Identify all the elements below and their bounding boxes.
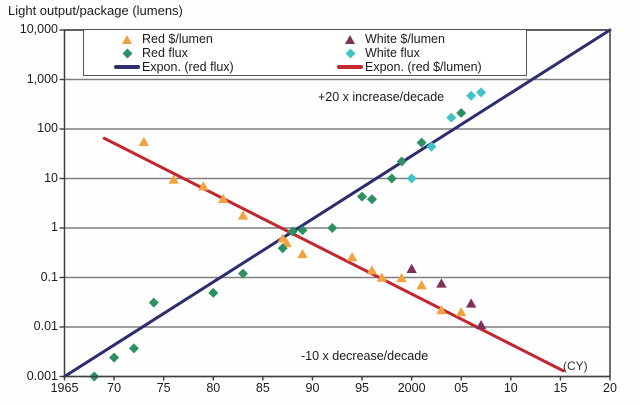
data-point-marker — [456, 307, 467, 317]
data-point-marker — [128, 343, 139, 354]
y-tick-label: 0.1 — [40, 269, 58, 284]
triangle-marker-icon — [112, 34, 142, 44]
line-marker-icon — [112, 65, 142, 69]
data-point-marker — [148, 297, 159, 308]
data-point-marker — [109, 352, 120, 363]
data-point-marker — [475, 319, 487, 330]
y-tick-label: 0.001 — [26, 368, 58, 383]
data-point-marker — [238, 268, 249, 279]
x-tick-label: 85 — [255, 381, 270, 395]
x-tick-label: 80 — [206, 381, 221, 395]
data-point-marker — [396, 272, 407, 283]
data-point-marker — [346, 251, 358, 262]
y-tick-label: 100 — [37, 121, 58, 135]
legend-label: Expon. (red $/lumen) — [365, 60, 482, 74]
y-tick-label: 1 — [51, 220, 58, 234]
y-tick-label: 0.01 — [33, 319, 58, 333]
y-tick-label: 1,000 — [26, 71, 58, 86]
x-tick-label: 90 — [305, 381, 320, 395]
data-point-marker — [138, 136, 150, 147]
data-point-marker — [386, 173, 397, 184]
data-point-marker — [198, 181, 209, 191]
data-point-marker — [217, 193, 229, 203]
data-point-marker — [436, 278, 447, 288]
data-point-marker — [476, 87, 487, 98]
legend-column-right: White $/lumen White flux Expon. (red $/l… — [335, 32, 482, 74]
data-point-marker — [297, 248, 308, 259]
data-point-marker — [436, 305, 447, 315]
data-point-marker — [406, 173, 417, 184]
data-point-marker — [168, 174, 179, 184]
data-point-marker — [396, 156, 407, 167]
data-point-marker — [406, 263, 417, 273]
legend-item-expon-red-dollar: Expon. (red $/lumen) — [335, 60, 482, 74]
x-axis-unit-label: (CY) — [563, 359, 588, 373]
x-tick-label: 20 — [603, 381, 617, 395]
data-point-marker — [277, 233, 288, 243]
trend-line — [102, 136, 565, 373]
x-tick-label: 1965 — [50, 381, 79, 395]
chart-title: Light output/package (lumens) — [8, 3, 183, 18]
legend-label: Expon. (red flux) — [142, 60, 234, 74]
legend-label: Red flux — [142, 46, 188, 60]
x-tick-label: 10 — [503, 381, 518, 395]
data-point-marker — [287, 226, 298, 237]
data-point-marker — [466, 90, 477, 101]
annotation-increase-rate: +20 x increase/decade — [318, 90, 445, 104]
data-point-marker — [366, 265, 378, 275]
diamond-marker-icon — [112, 48, 142, 58]
data-point-marker — [208, 287, 219, 298]
y-tick-label: 10 — [44, 170, 58, 185]
line-marker-icon — [335, 65, 365, 69]
diamond-marker-icon — [335, 48, 365, 58]
x-tick-label: 70 — [107, 381, 122, 395]
data-point-marker — [456, 108, 467, 119]
data-point-marker — [446, 112, 457, 123]
y-tick-label: 10,000 — [19, 22, 58, 36]
legend-item-expon-red-flux: Expon. (red flux) — [112, 60, 234, 74]
x-tick-label: 75 — [156, 381, 171, 395]
data-point-marker — [237, 210, 249, 220]
legend-label: White flux — [365, 46, 420, 60]
data-point-marker — [297, 225, 308, 236]
x-tick-label: 95 — [355, 381, 369, 395]
legend-item-white-dollar: White $/lumen — [335, 32, 482, 46]
legend-item-red-flux: Red flux — [112, 46, 234, 60]
legend: Red $/lumen Red flux Expon. (red flux) W… — [83, 29, 527, 76]
legend-label: Red $/lumen — [142, 32, 213, 46]
legend-column-left: Red $/lumen Red flux Expon. (red flux) — [112, 32, 234, 74]
data-point-marker — [416, 137, 427, 148]
legend-label: White $/lumen — [365, 32, 445, 46]
data-point-marker — [327, 223, 338, 233]
data-point-marker — [426, 141, 437, 152]
data-point-marker — [465, 298, 477, 308]
x-tick-label: 15 — [553, 381, 568, 395]
legend-item-white-flux: White flux — [335, 46, 482, 60]
x-tick-label: 2000 — [397, 381, 426, 395]
trend-line — [63, 28, 612, 378]
legend-item-red-dollar: Red $/lumen — [112, 32, 234, 46]
x-tick-label: 05 — [454, 381, 469, 395]
data-point-marker — [376, 272, 388, 282]
annotation-decrease-rate: -10 x decrease/decade — [301, 349, 429, 363]
data-point-marker — [366, 194, 377, 205]
data-point-marker — [416, 280, 427, 290]
data-point-marker — [277, 243, 288, 254]
triangle-marker-icon — [335, 34, 365, 44]
data-point-marker — [357, 191, 368, 202]
